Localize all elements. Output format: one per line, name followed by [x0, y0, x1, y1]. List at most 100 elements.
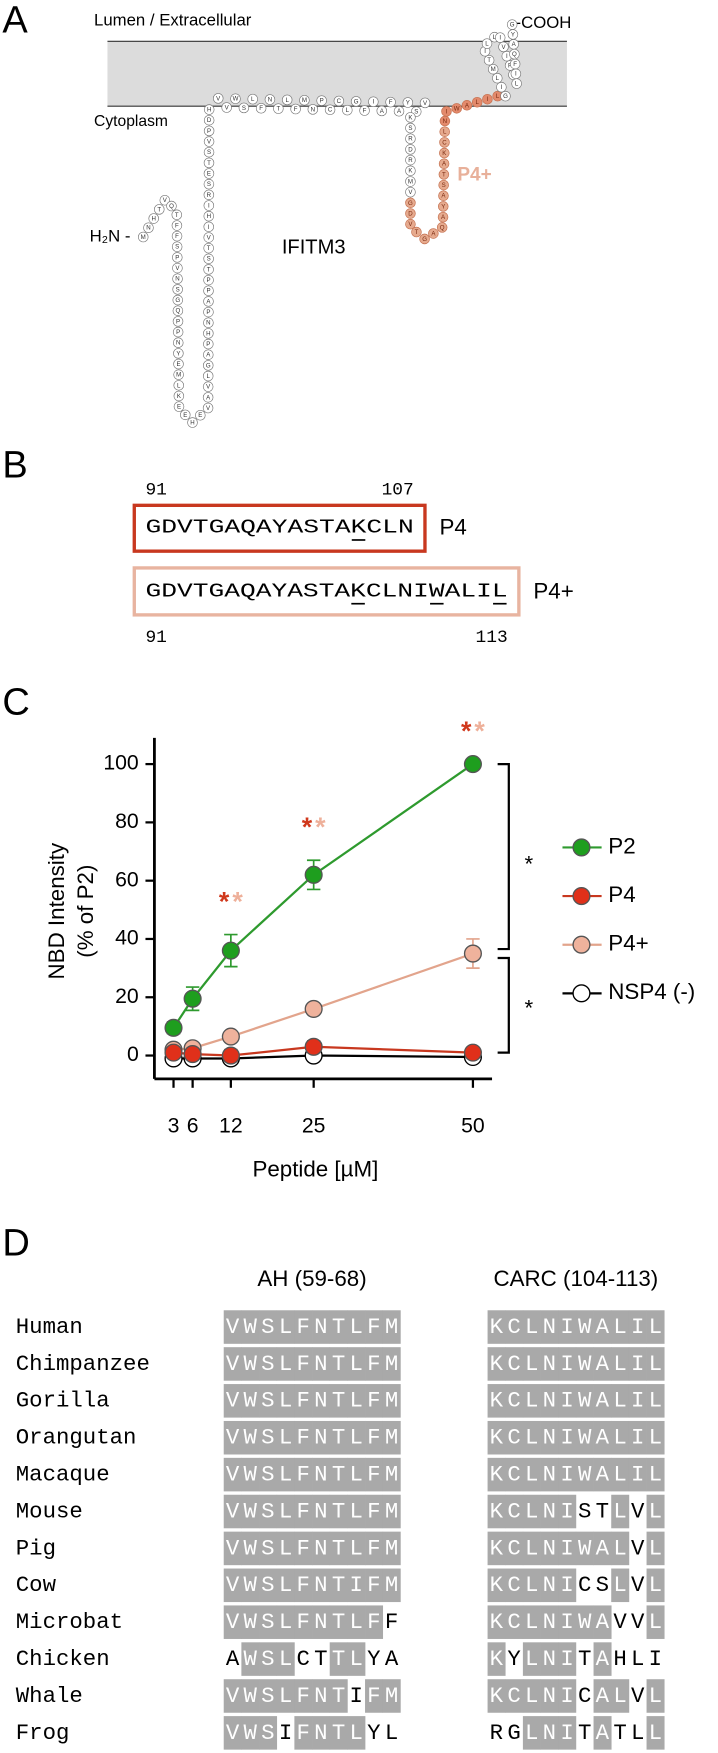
lumen-label: Lumen / Extracellular — [94, 11, 252, 30]
residue: K — [490, 1351, 504, 1377]
conserved-cell — [347, 1531, 366, 1566]
residue: N — [543, 1683, 556, 1709]
residue — [437, 201, 449, 212]
residue: T — [332, 1720, 345, 1746]
residue — [264, 94, 276, 105]
residue-letter: F — [175, 233, 179, 240]
residue — [471, 96, 483, 108]
residue-letter: A — [441, 214, 446, 221]
residue-letter: Q — [169, 203, 174, 210]
y-axis-label: (% of P2) — [73, 865, 98, 958]
residue: V — [226, 1314, 240, 1340]
conserved-cell — [241, 1494, 260, 1529]
residue: L — [613, 1498, 626, 1524]
conserved-cell — [259, 1642, 278, 1676]
residue-number: 107 — [382, 480, 414, 500]
residue-letter: H — [151, 215, 155, 222]
n-terminus: H₂N - — [90, 226, 131, 245]
residue-letter: Y — [176, 350, 180, 357]
conserved-cell — [487, 1420, 506, 1455]
residue-letter: A — [431, 230, 436, 237]
conserved-cell — [646, 1457, 665, 1492]
conserved-cell — [223, 1605, 242, 1639]
residue: L — [349, 1535, 362, 1561]
residue: K — [490, 1609, 504, 1635]
residue: L — [613, 1425, 626, 1451]
conserved-cell — [223, 1716, 242, 1750]
residue: F — [367, 1609, 380, 1635]
conserved-cell — [241, 1605, 260, 1639]
residue — [172, 262, 183, 274]
conserved-cell — [329, 1642, 348, 1676]
residue: N — [314, 1388, 327, 1414]
residue: F — [385, 1609, 398, 1635]
residue: K — [490, 1498, 504, 1524]
residue: F — [297, 1498, 310, 1524]
peptide-box — [132, 503, 427, 553]
residue — [159, 195, 171, 206]
residue: L — [525, 1351, 538, 1377]
conserved-cell — [382, 1347, 401, 1381]
residue: N — [314, 1498, 327, 1524]
residue-letter: A — [465, 102, 470, 109]
residue — [202, 392, 214, 403]
residue: C — [507, 1388, 520, 1414]
residue: M — [385, 1572, 398, 1598]
conserved-cell — [487, 1642, 506, 1676]
residue: W — [244, 1388, 258, 1414]
residue: K — [490, 1314, 504, 1340]
residue-number: 91 — [145, 480, 166, 500]
residue: L — [525, 1572, 538, 1598]
conserved-cell — [312, 1679, 331, 1713]
residue-number: 113 — [476, 628, 508, 648]
conserved-cell — [628, 1457, 647, 1492]
residue: F — [297, 1609, 310, 1635]
residue: L — [649, 1498, 662, 1524]
residue-letter: W — [233, 96, 239, 103]
legend-marker — [572, 984, 591, 1003]
residue: S — [261, 1609, 274, 1635]
residue: M — [385, 1388, 398, 1414]
residue-letter: S — [408, 125, 412, 132]
residue: M — [385, 1462, 398, 1488]
residue — [405, 165, 416, 177]
residue — [481, 38, 493, 49]
residue-letter: T — [207, 266, 211, 273]
residue — [173, 401, 185, 412]
residue: V — [226, 1498, 240, 1524]
conserved-cell — [505, 1347, 524, 1381]
data-point — [183, 989, 202, 1008]
residue-letter: A — [441, 193, 446, 200]
species: Macaque — [16, 1462, 110, 1488]
legend-marker — [572, 887, 591, 906]
residue: L — [349, 1609, 362, 1635]
residue-letter: W — [454, 105, 460, 112]
conserved-cell — [276, 1679, 295, 1713]
conserved-cell — [611, 1531, 630, 1566]
residue: K — [490, 1572, 504, 1598]
conserved-cell — [365, 1384, 384, 1418]
conserved-cell — [259, 1420, 278, 1455]
residue — [180, 409, 191, 421]
residue-letter: G — [408, 200, 413, 207]
residue: I — [560, 1535, 573, 1561]
residue: N — [314, 1683, 327, 1709]
species: Microbat — [16, 1609, 123, 1635]
residue: L — [649, 1609, 662, 1635]
residue: S — [261, 1535, 274, 1561]
residue: G — [507, 1720, 520, 1746]
residue: N — [543, 1462, 556, 1488]
conserved-cell — [294, 1457, 313, 1492]
conserved-cell — [347, 1568, 366, 1603]
residue: F — [297, 1314, 310, 1340]
residue — [172, 252, 183, 263]
residue: L — [349, 1498, 362, 1524]
residue-letter: D — [207, 117, 212, 124]
conserved-cell — [575, 1310, 594, 1344]
species: Gorilla — [16, 1388, 110, 1414]
residue-letter: S — [207, 149, 211, 156]
data-point — [463, 755, 482, 774]
residue-letter: A — [380, 108, 385, 115]
residue: S — [596, 1572, 609, 1598]
residue: T — [332, 1388, 345, 1414]
